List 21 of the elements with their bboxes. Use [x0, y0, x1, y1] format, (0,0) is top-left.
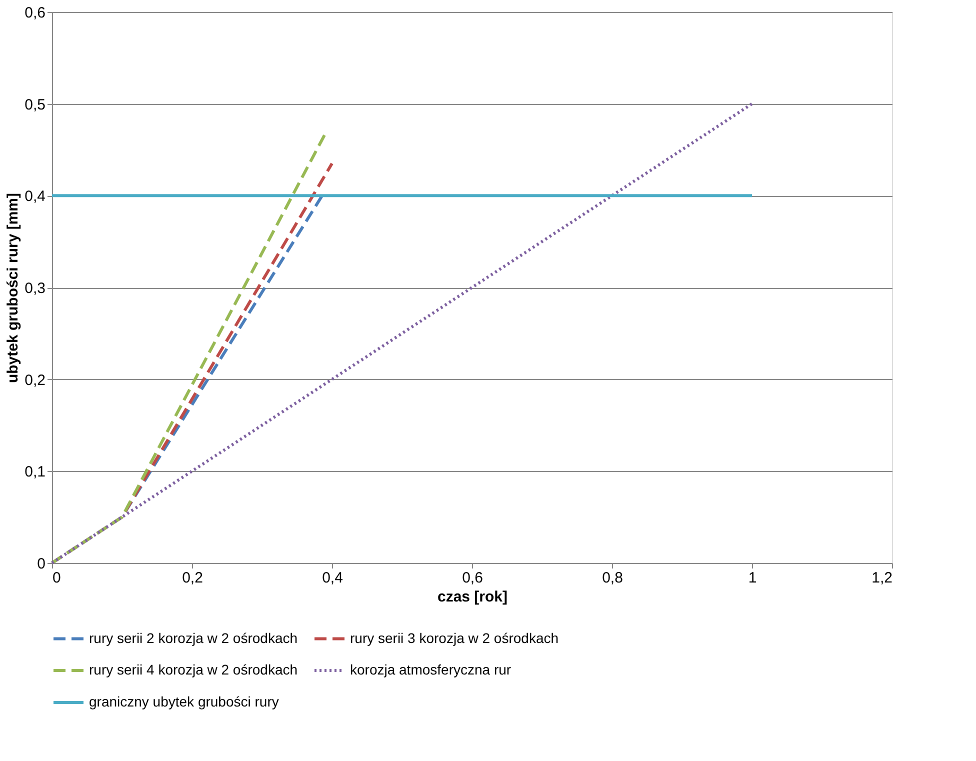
y-axis-title: ubytek grubości rury [mm] — [4, 192, 22, 384]
x-tick-label: 1,2 — [872, 570, 892, 586]
legend-label: korozja atmosferyczna rur — [350, 662, 512, 678]
legend-label: rury serii 2 korozja w 2 ośrodkach — [89, 630, 298, 646]
x-tick-label: 0,4 — [322, 570, 343, 586]
y-tick-label: 0,4 — [24, 188, 46, 206]
y-tick-label: 0,2 — [24, 372, 46, 389]
y-tick-label: 0,3 — [24, 280, 46, 297]
y-tick-label: 0,6 — [24, 4, 46, 22]
x-tick-label: 1 — [748, 570, 757, 586]
legend-label: graniczny ubytek grubości rury — [89, 694, 279, 710]
x-tick-label: 0,2 — [182, 570, 203, 586]
legend-label: rury serii 4 korozja w 2 ośrodkach — [89, 662, 298, 678]
legend-label: rury serii 3 korozja w 2 ośrodkach — [350, 630, 559, 646]
y-tick-label: 0,1 — [24, 464, 46, 481]
x-tick-label: 0 — [52, 570, 61, 586]
y-tick-label: 0,5 — [24, 96, 46, 114]
x-tick-label: 0,8 — [602, 570, 623, 586]
y-tick-label: 0 — [37, 556, 46, 572]
x-axis-title: czas [rok] — [437, 588, 508, 606]
x-tick-label: 0,6 — [462, 570, 483, 586]
